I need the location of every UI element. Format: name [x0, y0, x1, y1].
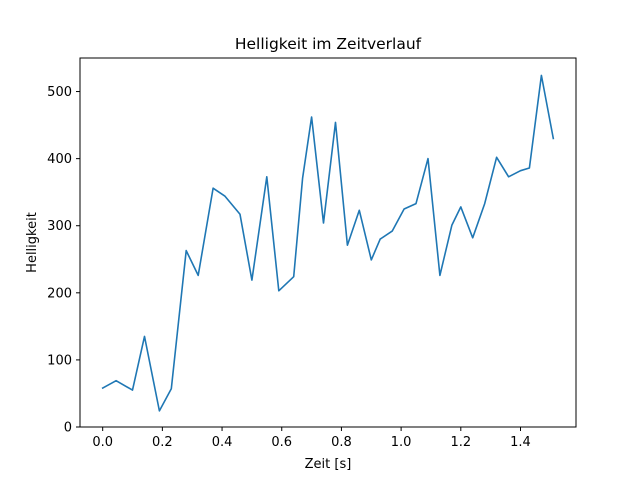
series-line — [101, 74, 555, 412]
chart-title: Helligkeit im Zeitverlauf — [235, 35, 422, 53]
series-layer — [101, 74, 555, 412]
y-axis: 0 100 200 300 400 500 — [47, 85, 80, 436]
x-tick-label: 1.2 — [450, 435, 471, 450]
x-tick-label: 0.4 — [212, 435, 233, 450]
x-tick-label: 0.8 — [331, 435, 352, 450]
x-tick-label: 0.6 — [271, 435, 292, 450]
y-tick-label: 0 — [64, 421, 72, 436]
x-tick-label: 0.0 — [92, 435, 113, 450]
x-tick-label: 0.2 — [152, 435, 173, 450]
y-tick-label: 200 — [47, 286, 72, 301]
x-axis: 0.0 0.2 0.4 0.6 0.8 1.0 1.2 1.4 — [92, 427, 531, 450]
y-axis-label: Helligkeit — [25, 212, 40, 273]
x-tick-label: 1.0 — [391, 435, 412, 450]
x-axis-label: Zeit [s] — [305, 457, 352, 472]
y-tick-label: 300 — [47, 219, 72, 234]
y-tick-label: 100 — [47, 353, 72, 368]
y-tick-label: 400 — [47, 152, 72, 167]
y-tick-label: 500 — [47, 85, 72, 100]
x-tick-label: 1.4 — [510, 435, 531, 450]
plot-frame — [79, 57, 577, 428]
